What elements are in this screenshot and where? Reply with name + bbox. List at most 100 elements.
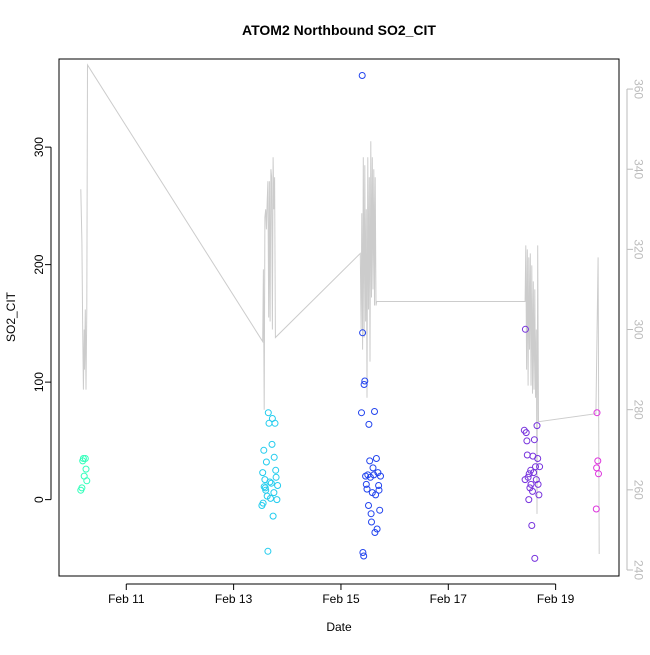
data-point <box>267 494 274 502</box>
data-point <box>363 485 371 493</box>
y2-tick-label: 240 <box>632 560 646 580</box>
data-point <box>360 552 368 560</box>
data-point <box>531 554 539 562</box>
data-point <box>270 489 278 497</box>
y2-tick-label: 340 <box>632 159 646 179</box>
data-point <box>79 455 87 462</box>
data-point <box>361 377 369 385</box>
chart-title: ATOM2 Northbound SO2_CIT <box>242 22 436 38</box>
data-point <box>270 453 278 461</box>
data-point <box>528 522 536 529</box>
data-point <box>368 518 375 526</box>
y-tick-label: 100 <box>32 372 46 392</box>
data-point <box>365 502 372 509</box>
data-point <box>372 455 380 462</box>
y2-tick-label: 360 <box>632 79 646 99</box>
data-point <box>83 477 91 485</box>
y2-tick-label: 280 <box>632 400 646 420</box>
data-point <box>521 325 529 333</box>
data-point <box>533 422 541 430</box>
data-point <box>532 476 540 484</box>
data-point <box>523 437 531 445</box>
data-point <box>273 496 281 504</box>
data-point <box>358 409 365 417</box>
data-point <box>262 458 270 466</box>
data-point <box>375 482 383 489</box>
data-point <box>595 470 602 478</box>
data-point <box>371 408 378 415</box>
data-point <box>78 484 86 492</box>
secondary-line-layer <box>80 63 600 555</box>
x-tick-label: Feb 13 <box>215 592 253 606</box>
data-point <box>520 426 528 434</box>
data-point <box>593 409 601 417</box>
data-point <box>359 549 367 556</box>
data-point <box>272 466 280 474</box>
data-point <box>534 455 542 462</box>
data-point <box>377 472 384 480</box>
data-point <box>260 446 268 454</box>
data-point <box>534 480 542 488</box>
data-point <box>594 457 602 465</box>
y2-tick-label: 320 <box>632 239 646 259</box>
data-point <box>535 491 543 499</box>
axes-layer: 0 100 200 300 240 260 280 300 320 340 360 Feb 11 Feb… <box>32 79 646 606</box>
data-point <box>82 465 90 473</box>
data-point <box>536 463 544 471</box>
data-point <box>274 482 282 489</box>
data-point <box>365 420 373 428</box>
data-point <box>358 72 366 79</box>
data-point <box>266 478 274 486</box>
data-point <box>525 496 533 504</box>
data-point <box>272 473 280 481</box>
data-point <box>522 429 530 437</box>
data-point <box>369 464 377 472</box>
x-tick-label: Feb 17 <box>430 592 468 606</box>
data-point <box>376 506 384 514</box>
data-point <box>372 491 380 499</box>
data-point <box>532 463 539 471</box>
data-point <box>260 483 268 491</box>
y-axis-label: SO2_CIT <box>4 291 18 342</box>
y2-tick-label: 300 <box>632 319 646 339</box>
data-point <box>366 457 374 465</box>
y-tick-label: 200 <box>32 254 46 274</box>
data-point <box>259 499 267 507</box>
data-point <box>360 381 368 388</box>
data-point <box>267 479 275 487</box>
x-tick-label: Feb 15 <box>322 592 360 606</box>
data-point <box>529 487 536 495</box>
data-point <box>371 529 379 536</box>
data-point <box>268 440 276 448</box>
data-point <box>524 473 532 481</box>
x-tick-label: Feb 11 <box>108 592 145 606</box>
data-point <box>261 484 269 492</box>
data-point <box>362 480 370 488</box>
data-point <box>264 409 272 417</box>
data-point <box>527 480 535 488</box>
data-point <box>269 512 277 520</box>
data-point <box>264 547 272 555</box>
data-point <box>259 469 267 477</box>
x-tick-label: Feb 19 <box>537 592 575 606</box>
y-tick-label: 0 <box>32 496 46 503</box>
data-point <box>359 329 367 337</box>
x-axis-label: Date <box>326 620 352 634</box>
data-point <box>81 455 89 462</box>
y-tick-label: 300 <box>32 137 46 157</box>
plot-frame <box>58 58 620 577</box>
data-point <box>592 505 600 513</box>
y2-tick-label: 260 <box>632 480 646 500</box>
secondary-series-line <box>80 63 600 555</box>
data-point <box>370 471 378 479</box>
data-point <box>525 470 533 478</box>
data-point <box>375 486 383 494</box>
data-point <box>271 419 279 427</box>
data-point <box>373 525 381 533</box>
data-point <box>530 436 538 444</box>
data-point <box>367 510 375 518</box>
points-layer <box>77 72 602 562</box>
